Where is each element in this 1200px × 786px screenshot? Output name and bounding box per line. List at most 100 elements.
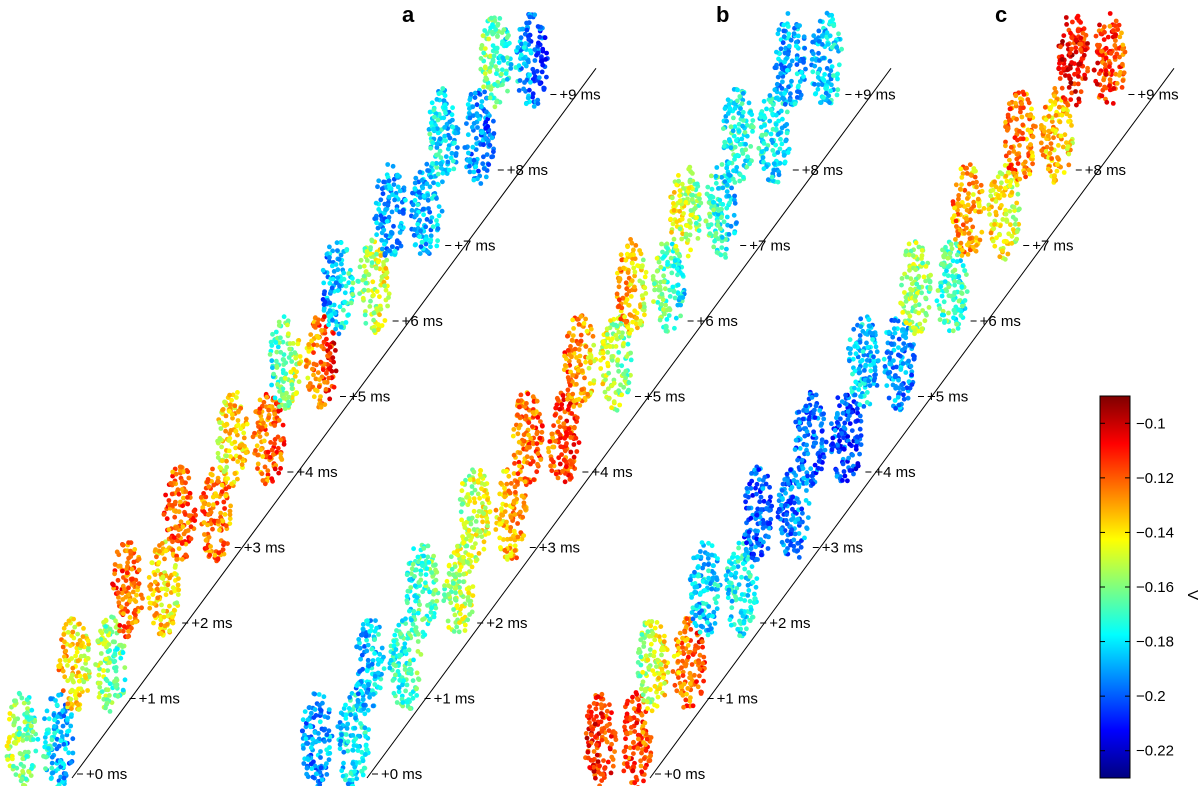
electrode-dot	[17, 730, 22, 736]
electrode-dot	[327, 255, 332, 260]
electrode-dot	[500, 512, 506, 518]
electrode-dot	[449, 150, 455, 156]
brain-frame	[404, 540, 476, 639]
electrode-dot	[304, 765, 310, 771]
electrode-dot	[383, 287, 389, 293]
electrode-dot	[831, 73, 836, 79]
electrode-dot	[107, 660, 112, 665]
electrode-dot	[360, 758, 366, 764]
electrode-dot	[333, 262, 339, 267]
electrode-dot	[257, 434, 263, 439]
electrode-dot	[360, 295, 366, 301]
time-tick-label: +7 ms	[749, 238, 790, 255]
electrode-dot	[817, 18, 823, 24]
brain-frame	[267, 313, 339, 411]
electrode-dot	[61, 741, 67, 747]
electrode-dot	[61, 625, 67, 631]
electrode-dot	[640, 257, 646, 263]
electrode-dot	[211, 482, 217, 488]
electrode-dot	[415, 610, 421, 616]
electrode-dot	[829, 12, 835, 18]
electrode-dot	[466, 585, 472, 591]
electrode-dot	[404, 682, 410, 688]
electrode-dot	[583, 731, 589, 736]
electrode-dot	[593, 734, 598, 740]
electrode-dot	[724, 205, 730, 211]
electrode-dot	[622, 314, 627, 320]
electrode-dot	[628, 372, 633, 378]
electrode-dot	[487, 509, 493, 514]
electrode-dot	[339, 732, 344, 738]
electrode-dot	[460, 616, 465, 622]
electrode-dot	[817, 58, 822, 63]
electrode-dot	[525, 391, 531, 397]
electrode-dot	[514, 496, 520, 502]
electrode-dot	[495, 23, 500, 28]
electrode-dot	[154, 554, 159, 560]
electrode-dot	[201, 491, 207, 496]
electrode-dot	[574, 449, 580, 454]
electrode-dot	[569, 348, 574, 353]
electrode-dot	[734, 165, 740, 170]
electrode-dot	[499, 71, 504, 77]
electrode-dot	[77, 621, 82, 627]
electrode-dot	[339, 768, 345, 774]
electrode-dot	[778, 136, 783, 142]
electrode-dot	[375, 327, 381, 333]
electrode-dot	[4, 743, 10, 749]
electrode-dot	[587, 720, 592, 725]
electrode-dot	[71, 679, 76, 685]
electrode-dot	[493, 507, 499, 513]
electrode-dot	[411, 608, 417, 614]
electrode-dot	[264, 394, 270, 400]
electrode-dot	[269, 476, 275, 482]
electrode-dot	[815, 86, 821, 92]
electrode-dot	[534, 398, 540, 404]
electrode-dot	[684, 223, 690, 229]
electrode-dot	[535, 461, 540, 467]
electrode-dot	[24, 697, 30, 702]
electrode-dot	[369, 624, 374, 629]
electrode-dot	[451, 607, 456, 612]
electrode-dot	[465, 595, 471, 600]
electrode-dot	[435, 117, 441, 123]
electrode-dot	[621, 371, 626, 377]
electrode-dot	[532, 12, 538, 18]
electrode-dot	[75, 702, 81, 707]
electrode-dot	[451, 629, 457, 634]
electrode-dot	[433, 562, 438, 568]
electrode-dot	[66, 618, 72, 624]
brain-frame	[561, 313, 634, 413]
electrode-dot	[321, 694, 327, 700]
electrode-dot	[728, 145, 734, 151]
electrode-dot	[165, 582, 171, 588]
electrode-dot	[348, 712, 354, 718]
electrode-dot	[484, 515, 490, 521]
electrode-dot	[370, 703, 376, 709]
electrode-dot	[11, 763, 16, 769]
electrode-dot	[439, 208, 445, 214]
electrode-dot	[343, 320, 349, 325]
time-tick-label: +3 ms	[539, 540, 580, 557]
electrode-dot	[505, 88, 510, 94]
electrode-dot	[323, 387, 329, 392]
electrode-dot	[731, 168, 736, 174]
electrode-dot	[455, 126, 461, 132]
electrode-dot	[492, 18, 498, 23]
electrode-dot	[473, 147, 479, 153]
electrode-dot	[445, 618, 451, 624]
electrode-dot	[537, 435, 543, 441]
electrode-dot	[465, 560, 470, 565]
electrode-dot	[728, 223, 734, 229]
electrode-dot	[713, 173, 719, 179]
electrode-dot	[175, 487, 181, 493]
electrode-dot	[428, 244, 433, 250]
electrode-dot	[24, 736, 30, 742]
electrode-dot	[490, 57, 496, 63]
electrode-dot	[96, 672, 102, 678]
electrode-dot	[604, 723, 610, 729]
electrode-dot	[326, 707, 332, 712]
electrode-dot	[746, 100, 752, 106]
electrode-dot	[672, 325, 677, 331]
electrode-dot	[732, 105, 738, 111]
